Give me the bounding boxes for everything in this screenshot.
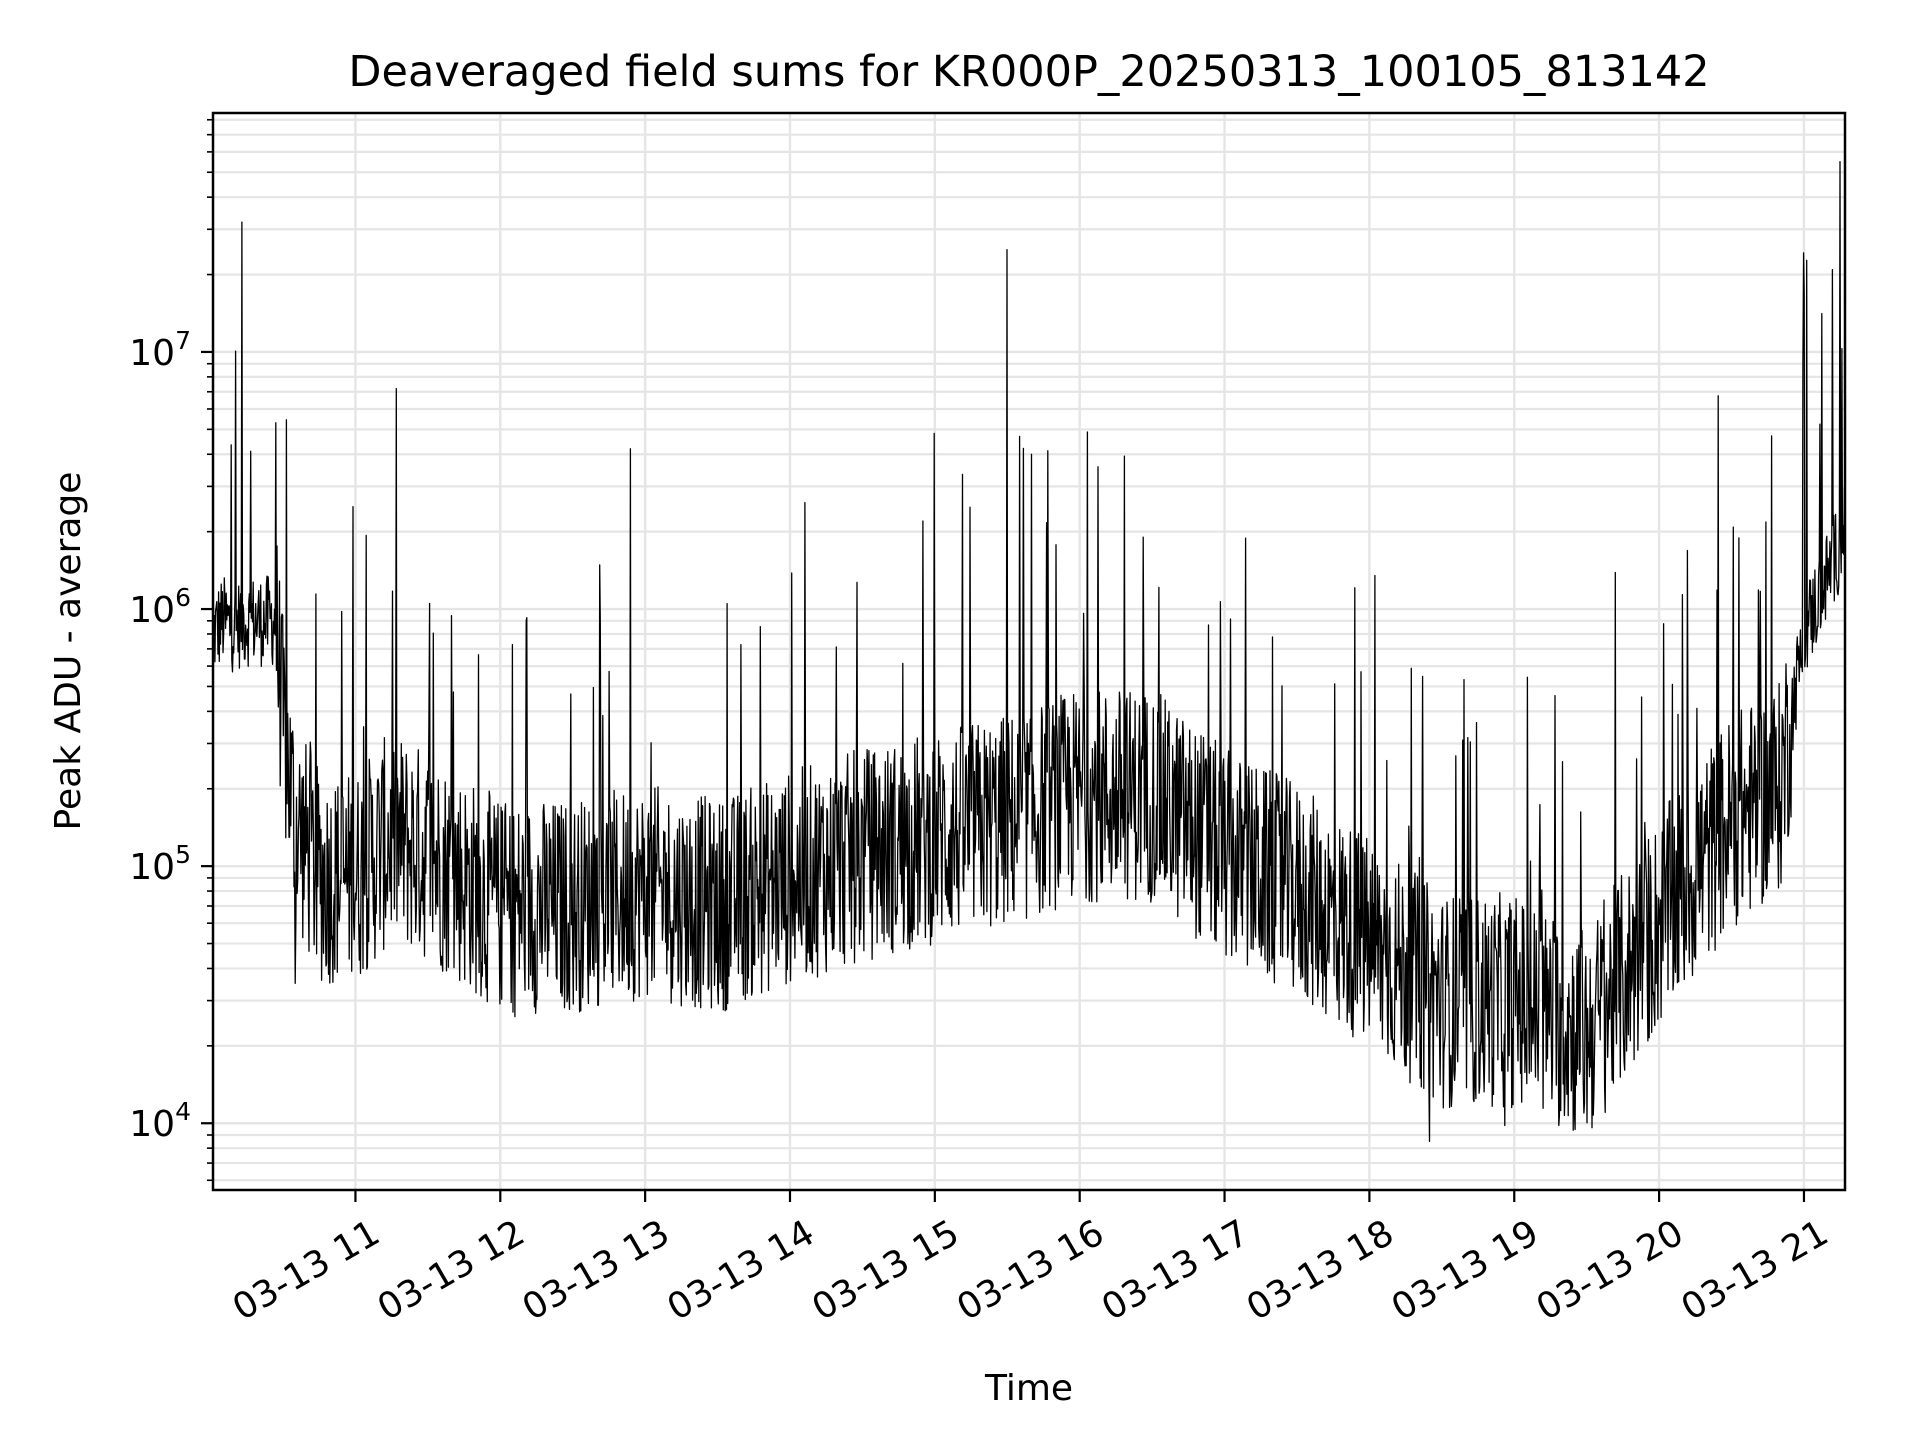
- series-line: [213, 160, 1845, 1143]
- chart-title: Deaveraged field sums for KR000P_2025031…: [348, 47, 1709, 97]
- y-tick-label: 106: [129, 583, 191, 631]
- y-axis: 104 105 106 107: [129, 118, 213, 1182]
- y-axis-label: Peak ADU - average: [48, 472, 89, 831]
- x-axis-label: Time: [984, 1368, 1073, 1409]
- y-tick-label: 105: [129, 840, 191, 888]
- plot-area: [213, 160, 1845, 1143]
- axes-frame: [211, 111, 1847, 1192]
- y-tick-label: 104: [129, 1097, 191, 1145]
- y-tick-label: 107: [129, 326, 191, 374]
